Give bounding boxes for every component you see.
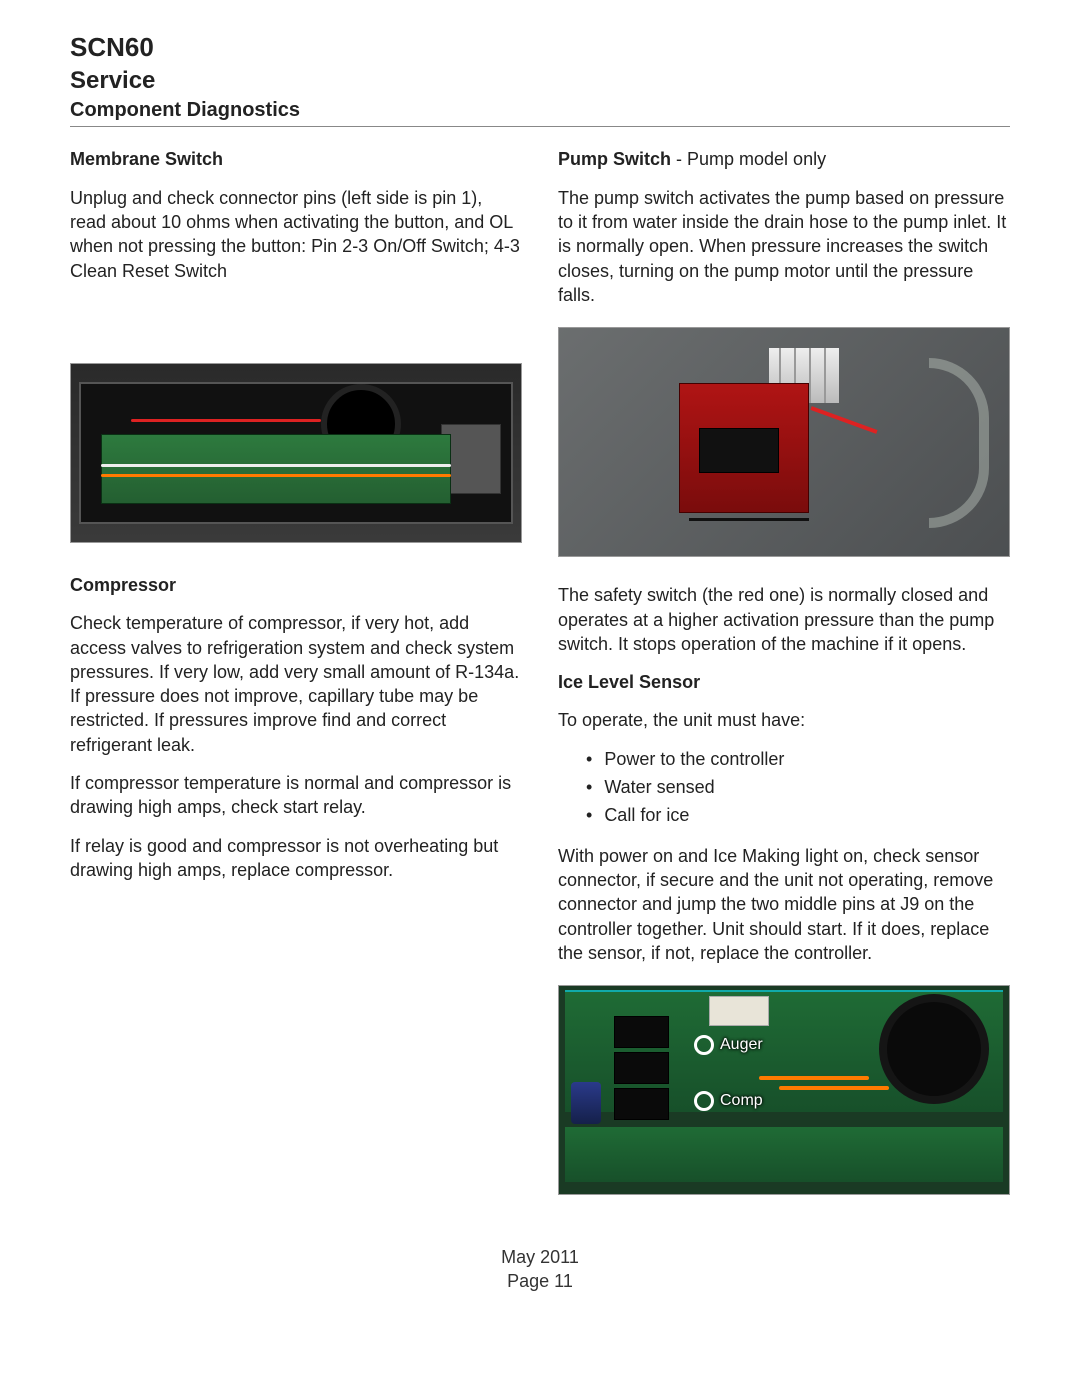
comp-label: Comp bbox=[720, 1090, 763, 1112]
model-number: SCN60 bbox=[70, 30, 1010, 65]
list-item: Call for ice bbox=[586, 803, 1010, 827]
compressor-p2: If compressor temperature is normal and … bbox=[70, 771, 522, 820]
black-switch bbox=[699, 428, 779, 473]
pump-switch-heading-bold: Pump Switch bbox=[558, 149, 671, 169]
right-column: Pump Switch - Pump model only The pump s… bbox=[558, 143, 1010, 1221]
white-connector bbox=[709, 996, 769, 1026]
pump-switch-p1: The pump switch activates the pump based… bbox=[558, 186, 1010, 307]
relay bbox=[614, 1052, 669, 1084]
strip-pcb bbox=[565, 1127, 1003, 1182]
section-title: Component Diagnostics bbox=[70, 97, 1010, 124]
page-header: SCN60 Service Component Diagnostics bbox=[70, 30, 1010, 127]
ice-intro: To operate, the unit must have: bbox=[558, 708, 1010, 732]
list-item: Water sensed bbox=[586, 775, 1010, 799]
footer-page: Page 11 bbox=[70, 1269, 1010, 1293]
footer-date: May 2011 bbox=[70, 1245, 1010, 1269]
heatsink-fin bbox=[809, 348, 811, 403]
ice-requirements-list: Power to the controller Water sensed Cal… bbox=[586, 747, 1010, 828]
orange-wire bbox=[759, 1076, 869, 1080]
white-wire bbox=[101, 464, 451, 467]
red-wire bbox=[131, 419, 321, 422]
pump-switch-heading: Pump Switch - Pump model only bbox=[558, 147, 1010, 171]
black-wire bbox=[689, 518, 809, 521]
membrane-switch-photo bbox=[70, 363, 522, 543]
compressor-heading: Compressor bbox=[70, 573, 522, 597]
pump-switch-p2: The safety switch (the red one) is norma… bbox=[558, 583, 1010, 656]
controller-board-photo: Auger Comp bbox=[558, 985, 1010, 1195]
left-column: Membrane Switch Unplug and check connect… bbox=[70, 143, 522, 1221]
comp-callout: Comp bbox=[694, 1090, 763, 1112]
ice-level-sensor-heading: Ice Level Sensor bbox=[558, 670, 1010, 694]
compressor-p1: Check temperature of compressor, if very… bbox=[70, 611, 522, 757]
ice-p-after: With power on and Ice Making light on, c… bbox=[558, 844, 1010, 965]
service-title: Service bbox=[70, 65, 1010, 97]
membrane-switch-heading: Membrane Switch bbox=[70, 147, 522, 171]
capacitor bbox=[571, 1082, 601, 1124]
fan-icon bbox=[879, 994, 989, 1104]
two-column-layout: Membrane Switch Unplug and check connect… bbox=[70, 143, 1010, 1221]
auger-callout: Auger bbox=[694, 1034, 763, 1056]
orange-wire bbox=[779, 1086, 889, 1090]
membrane-switch-text: Unplug and check connector pins (left si… bbox=[70, 186, 522, 283]
relay bbox=[614, 1088, 669, 1120]
circuit-board bbox=[101, 434, 451, 504]
callout-ring-icon bbox=[694, 1035, 714, 1055]
auger-label: Auger bbox=[720, 1034, 763, 1056]
compressor-p3: If relay is good and compressor is not o… bbox=[70, 834, 522, 883]
pump-switch-photo bbox=[558, 327, 1010, 557]
page-footer: May 2011 Page 11 bbox=[70, 1245, 1010, 1294]
clear-tube bbox=[929, 358, 989, 528]
pump-switch-heading-rest: - Pump model only bbox=[671, 149, 826, 169]
relay bbox=[614, 1016, 669, 1048]
callout-ring-icon bbox=[694, 1091, 714, 1111]
orange-wire bbox=[101, 474, 451, 477]
heatsink-fin bbox=[824, 348, 826, 403]
list-item: Power to the controller bbox=[586, 747, 1010, 771]
red-wire bbox=[810, 406, 877, 434]
